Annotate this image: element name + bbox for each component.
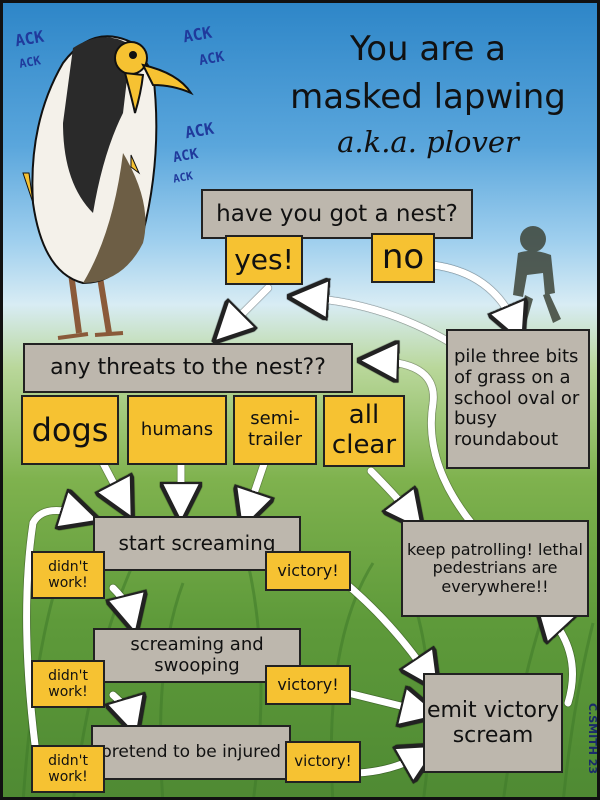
node-have-nest: have you got a nest? — [201, 189, 473, 239]
node-all-clear: all clear — [323, 395, 405, 467]
title-line-2: masked lapwing — [290, 77, 566, 117]
node-yes: yes! — [225, 235, 303, 285]
person-silhouette — [513, 226, 561, 327]
node-pile-grass: pile three bits of grass on a school ova… — [446, 329, 590, 469]
artist-signature: C.SMITH 23 — [586, 703, 599, 775]
victory-label: victory! — [265, 551, 351, 591]
didnt-work-label: didn't work! — [31, 745, 105, 793]
node-pretend-injured: pretend to be injured — [91, 725, 291, 780]
title-line-1: You are a — [349, 29, 507, 69]
node-dogs: dogs — [21, 395, 119, 465]
node-humans: humans — [127, 395, 227, 465]
node-any-threats: any threats to the nest?? — [23, 343, 353, 393]
node-semitrailer: semi-trailer — [233, 395, 317, 465]
lapwing-bird — [22, 35, 194, 340]
victory-label: victory! — [265, 665, 351, 705]
victory-label: victory! — [285, 741, 361, 783]
node-no: no — [371, 233, 435, 283]
node-emit-victory: emit victory scream — [423, 673, 563, 773]
didnt-work-label: didn't work! — [31, 660, 105, 708]
node-keep-patrolling: keep patrolling! lethal pedestrians are … — [401, 520, 589, 617]
title-line-3: a.k.a. plover — [337, 125, 519, 159]
didnt-work-label: didn't work! — [31, 551, 105, 599]
node-start-screaming: start screaming — [93, 516, 301, 571]
